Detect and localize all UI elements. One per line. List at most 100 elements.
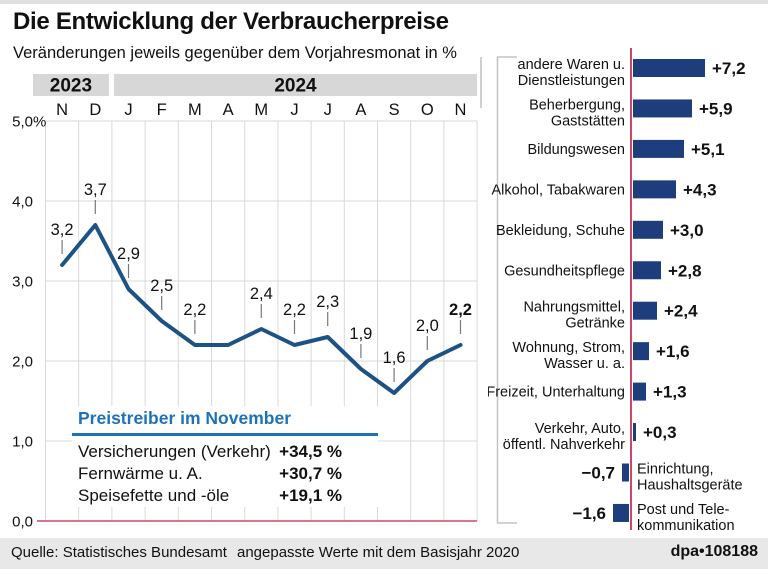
bar: [633, 301, 657, 320]
subtitle: Veränderungen jeweils gegenüber dem Vorj…: [13, 44, 457, 62]
bar-category-label: Wohnung, Strom,: [512, 340, 625, 356]
bar-row: +2,4 Nahrungsmittel,Getränke: [523, 300, 698, 332]
point-label: 2,2: [183, 301, 206, 319]
month-label: O: [421, 101, 434, 119]
bar-value-label: +5,1: [691, 140, 725, 159]
y-tick-label: 4,0: [12, 194, 33, 211]
bar-value-label: +1,3: [653, 383, 687, 402]
bar-row: +5,9 Beherbergung,Gaststätten: [529, 97, 733, 129]
line-chart: 2023 2024 N D J F M A M J J A S O N 5,0 % 4,0 3,0 2,0 1,0 0,…: [12, 74, 478, 531]
price-driver-label: Fernwärme u. A.: [78, 464, 203, 483]
bar-row: +4,3 Alkohol, Tabakwaren: [491, 180, 717, 199]
month-label: F: [157, 101, 167, 119]
bar-category-label: Freizeit, Unterhaltung: [488, 385, 625, 401]
bar-category-label: kommunikation: [637, 518, 735, 534]
month-label: J: [324, 101, 332, 119]
bracket: [496, 56, 517, 524]
point-label: 2,3: [316, 293, 339, 311]
divider-stub: [480, 57, 482, 108]
bar-row: +1,6 Wohnung, Strom,Wasser u. a.: [512, 340, 689, 372]
bar: [633, 220, 663, 239]
top-crop-strip: [0, 0, 768, 4]
bar-value-label: +1,6: [656, 342, 690, 361]
bar-chart: +7,2 andere Waren u.Dienstleistungen +5,9 B…: [488, 48, 746, 534]
y-axis-unit: %: [33, 114, 46, 131]
point-label: 3,2: [51, 221, 74, 239]
point-label: 2,9: [117, 245, 140, 263]
bar-value-label: −1,6: [572, 504, 606, 523]
bar-category-label: Gesundheitspflege: [504, 263, 625, 279]
y-tick-label: 0,0: [12, 514, 33, 531]
month-label: S: [389, 101, 400, 119]
bar-category-label: Alkohol, Tabakwaren: [491, 182, 625, 198]
month-label: D: [89, 101, 101, 119]
bar-row: +3,0 Bekleidung, Schuhe: [496, 220, 704, 240]
price-driver-value: +19,1 %: [279, 486, 342, 505]
bar-category-label: Beherbergung,: [529, 97, 625, 113]
month-label: N: [56, 101, 68, 119]
point-label: 2,4: [250, 285, 273, 303]
page-title: Die Entwicklung der Verbraucherpreise: [13, 8, 449, 35]
point-label: 2,2: [449, 301, 472, 319]
bar: [633, 382, 646, 401]
bar-category-label: Getränke: [565, 316, 625, 332]
y-tick-label: 1,0: [12, 434, 33, 451]
bar-value-label: +0,3: [643, 423, 677, 442]
month-label: A: [355, 101, 366, 119]
bar: [633, 59, 705, 77]
bar-category-label: Bildungswesen: [527, 142, 625, 158]
point-label: 2,5: [150, 277, 173, 295]
bar-value-label: −0,7: [581, 464, 615, 483]
month-label: J: [290, 101, 298, 119]
y-tick-label: 5,0: [12, 114, 33, 131]
y-tick-label: 3,0: [12, 274, 33, 291]
bar-row: +2,8 Gesundheitspflege: [504, 261, 702, 280]
point-label: 2,2: [283, 301, 306, 319]
bar-category-label: Einrichtung,: [637, 462, 714, 478]
price-driver-row: Speisefette und -öle +19,1 %: [72, 485, 378, 507]
bar-row: −0,7 Einrichtung,Haushaltsgeräte: [581, 462, 742, 494]
bar: [633, 99, 692, 118]
bar-value-label: +5,9: [699, 99, 733, 118]
month-label: J: [124, 101, 132, 119]
bar-value-label: +2,8: [668, 261, 702, 280]
price-driver-row: Fernwärme u. A. +30,7 %: [72, 463, 378, 485]
price-driver-value: +30,7 %: [279, 464, 342, 483]
bar-value-label: +2,4: [664, 302, 698, 321]
price-drivers-rows: Versicherungen (Verkehr) +34,5 % Fernwärme…: [72, 441, 378, 507]
point-label: 1,6: [383, 349, 406, 367]
bar: [633, 423, 636, 442]
point-label: 2,0: [416, 317, 439, 335]
month-label: M: [188, 101, 202, 119]
y-tick-label: 2,0: [12, 354, 33, 371]
bar-row: +0,3 Verkehr, Auto,öffentl. Nahverkehr: [503, 421, 677, 453]
bar: [622, 463, 629, 482]
bar-row: −1,6 Post und Tele-kommunikation: [572, 502, 734, 534]
price-driver-label: Speisefette und -öle: [78, 486, 230, 505]
bar-row: +5,1 Bildungswesen: [527, 139, 725, 159]
credit-text: dpa•108188: [670, 543, 758, 560]
bar-category-label: Gaststätten: [551, 113, 625, 129]
year-band-label: 2024: [274, 76, 317, 97]
bar-value-label: +3,0: [670, 221, 704, 240]
price-driver-row: Versicherungen (Verkehr) +34,5 %: [72, 441, 378, 463]
bar-category-label: Bekleidung, Schuhe: [496, 223, 625, 239]
price-driver-label: Versicherungen (Verkehr): [78, 442, 271, 461]
bar-category-label: Wasser u. a.: [544, 356, 625, 372]
bar-row: +7,2 andere Waren u.Dienstleistungen: [518, 57, 746, 89]
bar-category-label: Dienstleistungen: [518, 73, 625, 89]
price-drivers-heading: Preistreiber im November: [72, 406, 378, 436]
year-band: [33, 74, 109, 96]
source-text: Quelle: Statistisches Bundesamt: [11, 544, 227, 561]
bar-category-label: Verkehr, Auto,: [535, 421, 625, 437]
month-label: A: [223, 101, 234, 119]
bar-category-label: Haushaltsgeräte: [637, 478, 743, 494]
point-label: 3,7: [84, 181, 107, 199]
bar: [633, 180, 676, 199]
bar: [633, 261, 661, 280]
year-band: [113, 74, 478, 96]
year-band-label: 2023: [50, 76, 92, 97]
month-label: M: [254, 101, 268, 119]
point-label: 1,9: [349, 325, 372, 343]
bar: [633, 342, 649, 361]
